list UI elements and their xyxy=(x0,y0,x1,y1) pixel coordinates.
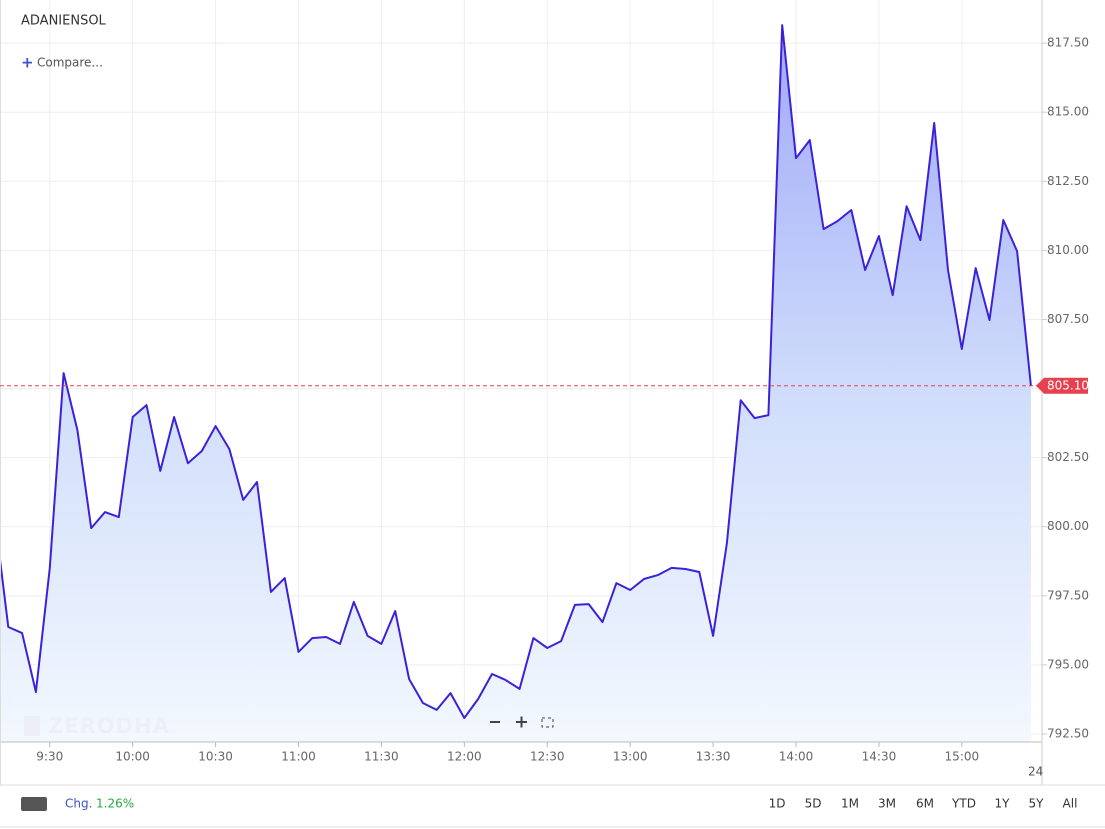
y-tick-label: 812.50 xyxy=(1047,174,1089,188)
range-button[interactable]: 3M xyxy=(878,797,896,811)
y-tick-label: 815.00 xyxy=(1047,105,1089,119)
x-tick-label: 14:00 xyxy=(779,750,814,764)
range-button[interactable]: 1M xyxy=(841,797,859,811)
range-button[interactable]: 5D xyxy=(805,797,822,811)
x-tick-label: 10:30 xyxy=(198,750,233,764)
y-tick-label: 792.50 xyxy=(1047,726,1089,740)
compare[interactable]: Compare... xyxy=(37,56,103,70)
range-button[interactable]: 1Y xyxy=(995,797,1011,811)
symbol: ADANIENSOL xyxy=(21,14,107,29)
date-label: 24 xyxy=(1028,765,1043,779)
last-price-tag xyxy=(1036,377,1088,394)
watermark-logo xyxy=(24,716,40,736)
area xyxy=(0,25,1031,742)
x-tick-label: 10:00 xyxy=(115,750,150,764)
keyboard-icon[interactable] xyxy=(21,797,47,811)
y-tick-label: 810.00 xyxy=(1047,243,1089,257)
x-tick-label: 11:00 xyxy=(281,750,316,764)
price-line xyxy=(0,24,1032,719)
x-tick-label: 15:00 xyxy=(945,750,980,764)
change-value: 1.26% xyxy=(96,797,134,811)
y-tick-label: 802.50 xyxy=(1047,450,1089,464)
range-button[interactable]: 6M xyxy=(916,797,934,811)
last-price-label: 805.10 xyxy=(1047,378,1089,392)
x-tick-label: 11:30 xyxy=(364,750,399,764)
y-tick-label: 800.00 xyxy=(1047,519,1089,533)
x-tick-label: 12:30 xyxy=(530,750,565,764)
compare-plus[interactable]: + xyxy=(21,54,34,72)
x-tick-label: 13:00 xyxy=(613,750,648,764)
x-tick-label: 14:30 xyxy=(862,750,897,764)
y-tick-label: 795.00 xyxy=(1047,657,1089,671)
range-button[interactable]: 1D xyxy=(769,797,786,811)
y-tick-label: 807.50 xyxy=(1047,312,1089,326)
x-tick-label: 12:00 xyxy=(447,750,482,764)
reset-zoom[interactable] xyxy=(541,717,554,728)
range-button[interactable]: YTD xyxy=(951,797,976,811)
zoom-controls xyxy=(490,716,554,728)
change-label: Chg. xyxy=(65,797,92,811)
y-tick-label: 797.50 xyxy=(1047,588,1089,602)
y-tick-label: 817.50 xyxy=(1047,36,1089,50)
range-button[interactable]: 5Y xyxy=(1029,797,1045,811)
x-tick-label: 13:30 xyxy=(696,750,731,764)
x-tick-label: 9:30 xyxy=(36,750,63,764)
range-button[interactable]: All xyxy=(1063,797,1078,811)
watermark: ZERODHA xyxy=(48,714,170,738)
